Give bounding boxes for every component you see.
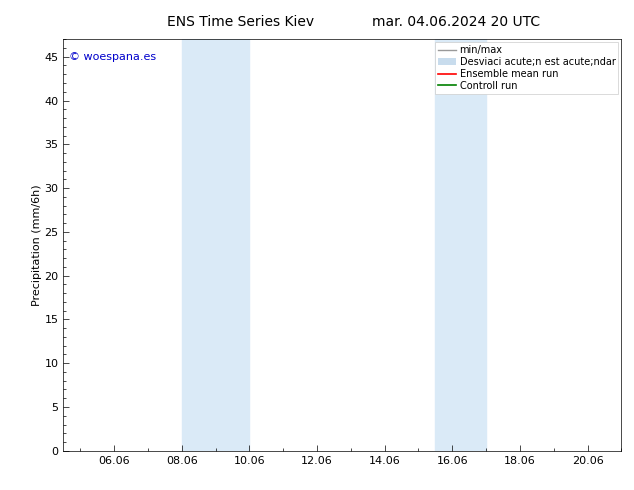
Bar <box>436 39 486 451</box>
Text: mar. 04.06.2024 20 UTC: mar. 04.06.2024 20 UTC <box>372 15 541 29</box>
Bar <box>182 39 249 451</box>
Text: ENS Time Series Kiev: ENS Time Series Kiev <box>167 15 314 29</box>
Legend: min/max, Desviaci acute;n est acute;ndar, Ensemble mean run, Controll run: min/max, Desviaci acute;n est acute;ndar… <box>436 42 618 94</box>
Text: © woespana.es: © woespana.es <box>69 51 156 62</box>
Y-axis label: Precipitation (mm/6h): Precipitation (mm/6h) <box>32 184 42 306</box>
